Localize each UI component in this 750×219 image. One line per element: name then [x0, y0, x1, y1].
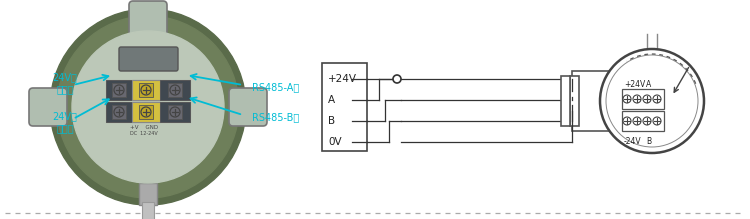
Text: A: A [328, 95, 335, 105]
FancyBboxPatch shape [129, 1, 167, 39]
Bar [622, 89, 664, 109]
Bar [132, 80, 160, 100]
FancyBboxPatch shape [229, 88, 267, 126]
Bar [622, 111, 664, 131]
Text: 24V电
源负极: 24V电 源负极 [53, 111, 77, 133]
Bar [139, 183, 157, 205]
Bar [106, 80, 190, 100]
Bar [106, 80, 132, 100]
Bar [139, 83, 153, 97]
Bar [168, 83, 182, 97]
Bar [322, 63, 367, 151]
Circle shape [606, 55, 698, 147]
Circle shape [57, 16, 239, 198]
Bar [112, 105, 126, 119]
Bar [160, 80, 190, 100]
Bar [682, 76, 691, 126]
Text: 0V: 0V [328, 137, 341, 147]
Text: B: B [646, 137, 651, 146]
Bar [570, 76, 579, 126]
Bar [132, 102, 160, 122]
Bar [142, 202, 154, 219]
Text: 24V电
源正极: 24V电 源正极 [53, 72, 77, 94]
Circle shape [393, 75, 401, 83]
FancyBboxPatch shape [29, 88, 67, 126]
Circle shape [72, 31, 224, 183]
Text: RS485-B极: RS485-B极 [252, 112, 299, 122]
Text: B: B [328, 116, 335, 126]
Bar [139, 105, 153, 119]
Bar [106, 102, 132, 122]
Bar [673, 76, 682, 126]
Circle shape [50, 9, 246, 205]
Text: A: A [646, 80, 651, 89]
Text: +V    GND: +V GND [130, 125, 158, 130]
Bar [160, 102, 190, 122]
Bar [572, 71, 672, 131]
Bar [168, 105, 182, 119]
Bar [561, 76, 570, 126]
Text: -24V: -24V [624, 137, 641, 146]
Text: +24V: +24V [624, 80, 645, 89]
Bar [112, 83, 126, 97]
Text: RS485-A极: RS485-A极 [252, 82, 299, 92]
Text: DC  12-24V: DC 12-24V [130, 131, 158, 136]
Bar [106, 102, 190, 122]
Circle shape [600, 49, 704, 153]
FancyBboxPatch shape [119, 47, 178, 71]
Text: +24V: +24V [328, 74, 357, 84]
